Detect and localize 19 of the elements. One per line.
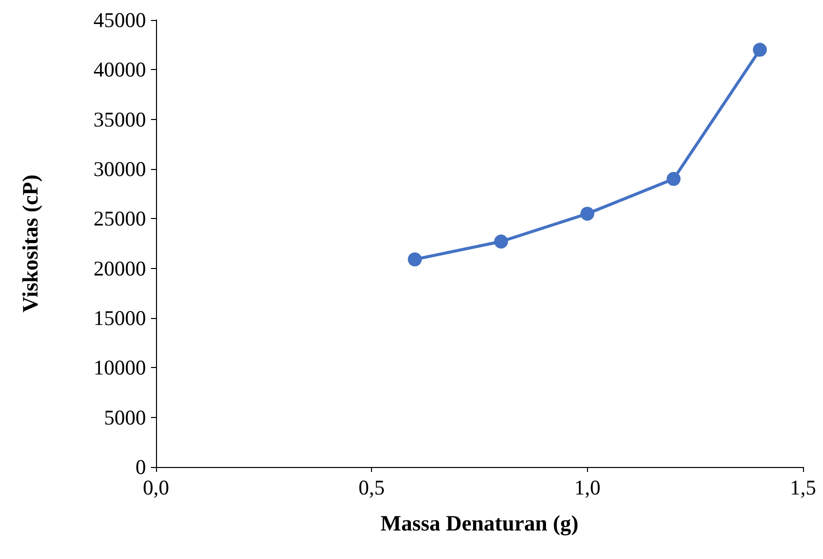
point: [408, 252, 422, 266]
y-tick-label: 40000: [94, 58, 146, 82]
y-tick-label: 20000: [94, 256, 146, 280]
point: [580, 206, 594, 221]
y-tick-label: 30000: [94, 157, 146, 181]
x-tick-label: 1,0: [574, 476, 600, 500]
x-tick-label: 1,5: [790, 476, 816, 500]
y-axis-title: Viskositas (cP): [18, 174, 42, 312]
y-tick-label: 35000: [94, 107, 146, 132]
y-tick-label: 25000: [94, 206, 146, 231]
y-tick-label: 15000: [94, 306, 146, 330]
x-axis-title: Massa Denaturan (g): [380, 510, 578, 536]
y-tick-label: 5000: [104, 405, 146, 430]
y-tick-label: 10000: [94, 356, 146, 380]
point: [494, 234, 508, 249]
point: [752, 42, 767, 57]
point: [666, 172, 681, 186]
y-tick-label: 45000: [94, 8, 146, 32]
x-tick-label: 0,5: [358, 476, 385, 500]
